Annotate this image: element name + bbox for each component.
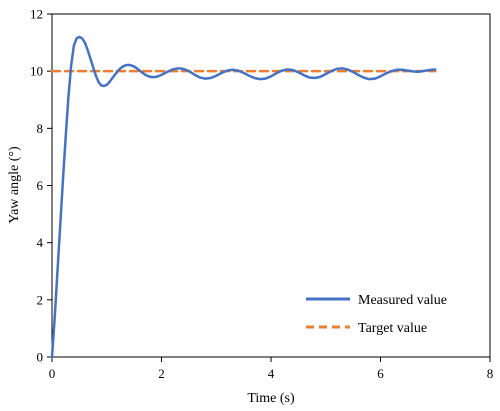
y-tick-label: 6: [37, 178, 44, 193]
legend-label-target: Target value: [358, 321, 427, 336]
series-layer: [50, 35, 437, 359]
y-tick-label: 2: [37, 292, 44, 307]
y-tick-label: 12: [30, 7, 43, 22]
y-tick-label: 10: [30, 64, 43, 79]
x-tick-label: 0: [49, 366, 56, 381]
x-axis-ticks: 0 2 4 6 8: [49, 357, 494, 381]
x-axis-title: Time (s): [247, 391, 295, 406]
legend: Measured value Target value: [306, 293, 447, 336]
y-tick-label: 4: [37, 235, 44, 250]
y-axis-title: Yaw angle (°): [7, 146, 22, 224]
y-axis-ticks: 0 2 4 6 8 10 12: [30, 7, 52, 365]
series-line-measured-value: [50, 35, 437, 359]
legend-label-measured: Measured value: [358, 293, 447, 308]
y-tick-label: 8: [37, 121, 44, 136]
x-tick-label: 8: [487, 366, 494, 381]
y-tick-label: 0: [37, 350, 44, 365]
x-tick-label: 6: [377, 366, 384, 381]
x-tick-label: 2: [158, 366, 165, 381]
x-tick-label: 4: [268, 366, 275, 381]
